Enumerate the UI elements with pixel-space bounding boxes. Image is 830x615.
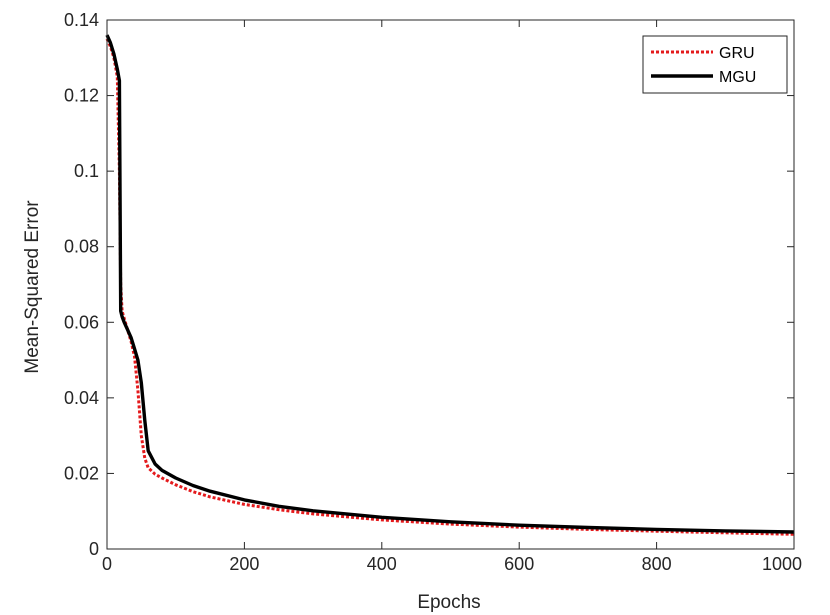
x-axis-title: Epochs xyxy=(417,592,480,613)
x-tick-label: 1000 xyxy=(762,554,802,574)
series-line-mgu xyxy=(105,34,795,534)
y-axis-title: Mean-Squared Error xyxy=(22,200,43,374)
y-tick-label: 0 xyxy=(89,539,99,559)
y-tick-label: 0.06 xyxy=(64,312,99,332)
legend: GRU MGU xyxy=(642,35,788,94)
plot-background xyxy=(107,20,794,549)
y-tick-label: 0.1 xyxy=(74,161,99,181)
x-tick-label: 800 xyxy=(642,554,672,574)
legend-label-gru: GRU xyxy=(719,45,755,62)
legend-box xyxy=(642,35,788,94)
x-tick-label: 0 xyxy=(102,554,112,574)
x-tick-label: 400 xyxy=(367,554,397,574)
axes-frame xyxy=(106,19,795,550)
series-line-gru xyxy=(105,38,795,536)
x-tick-label: 600 xyxy=(504,554,534,574)
legend-label-mgu: MGU xyxy=(719,69,756,86)
ticks-layer: 0 200 400 600 800 1000 0 0.02 0.04 0.06 0.08 0.1 0.1… xyxy=(64,10,802,574)
series-layer xyxy=(105,34,795,536)
y-tick-label: 0.12 xyxy=(64,86,99,106)
y-tick-label: 0.08 xyxy=(64,237,99,257)
axes-layer xyxy=(106,19,795,550)
y-tick-label: 0.04 xyxy=(64,388,99,408)
x-tick-label: 200 xyxy=(229,554,259,574)
y-tick-label: 0.02 xyxy=(64,463,99,483)
y-tick-label: 0.14 xyxy=(64,10,99,30)
plot-area xyxy=(107,20,794,549)
